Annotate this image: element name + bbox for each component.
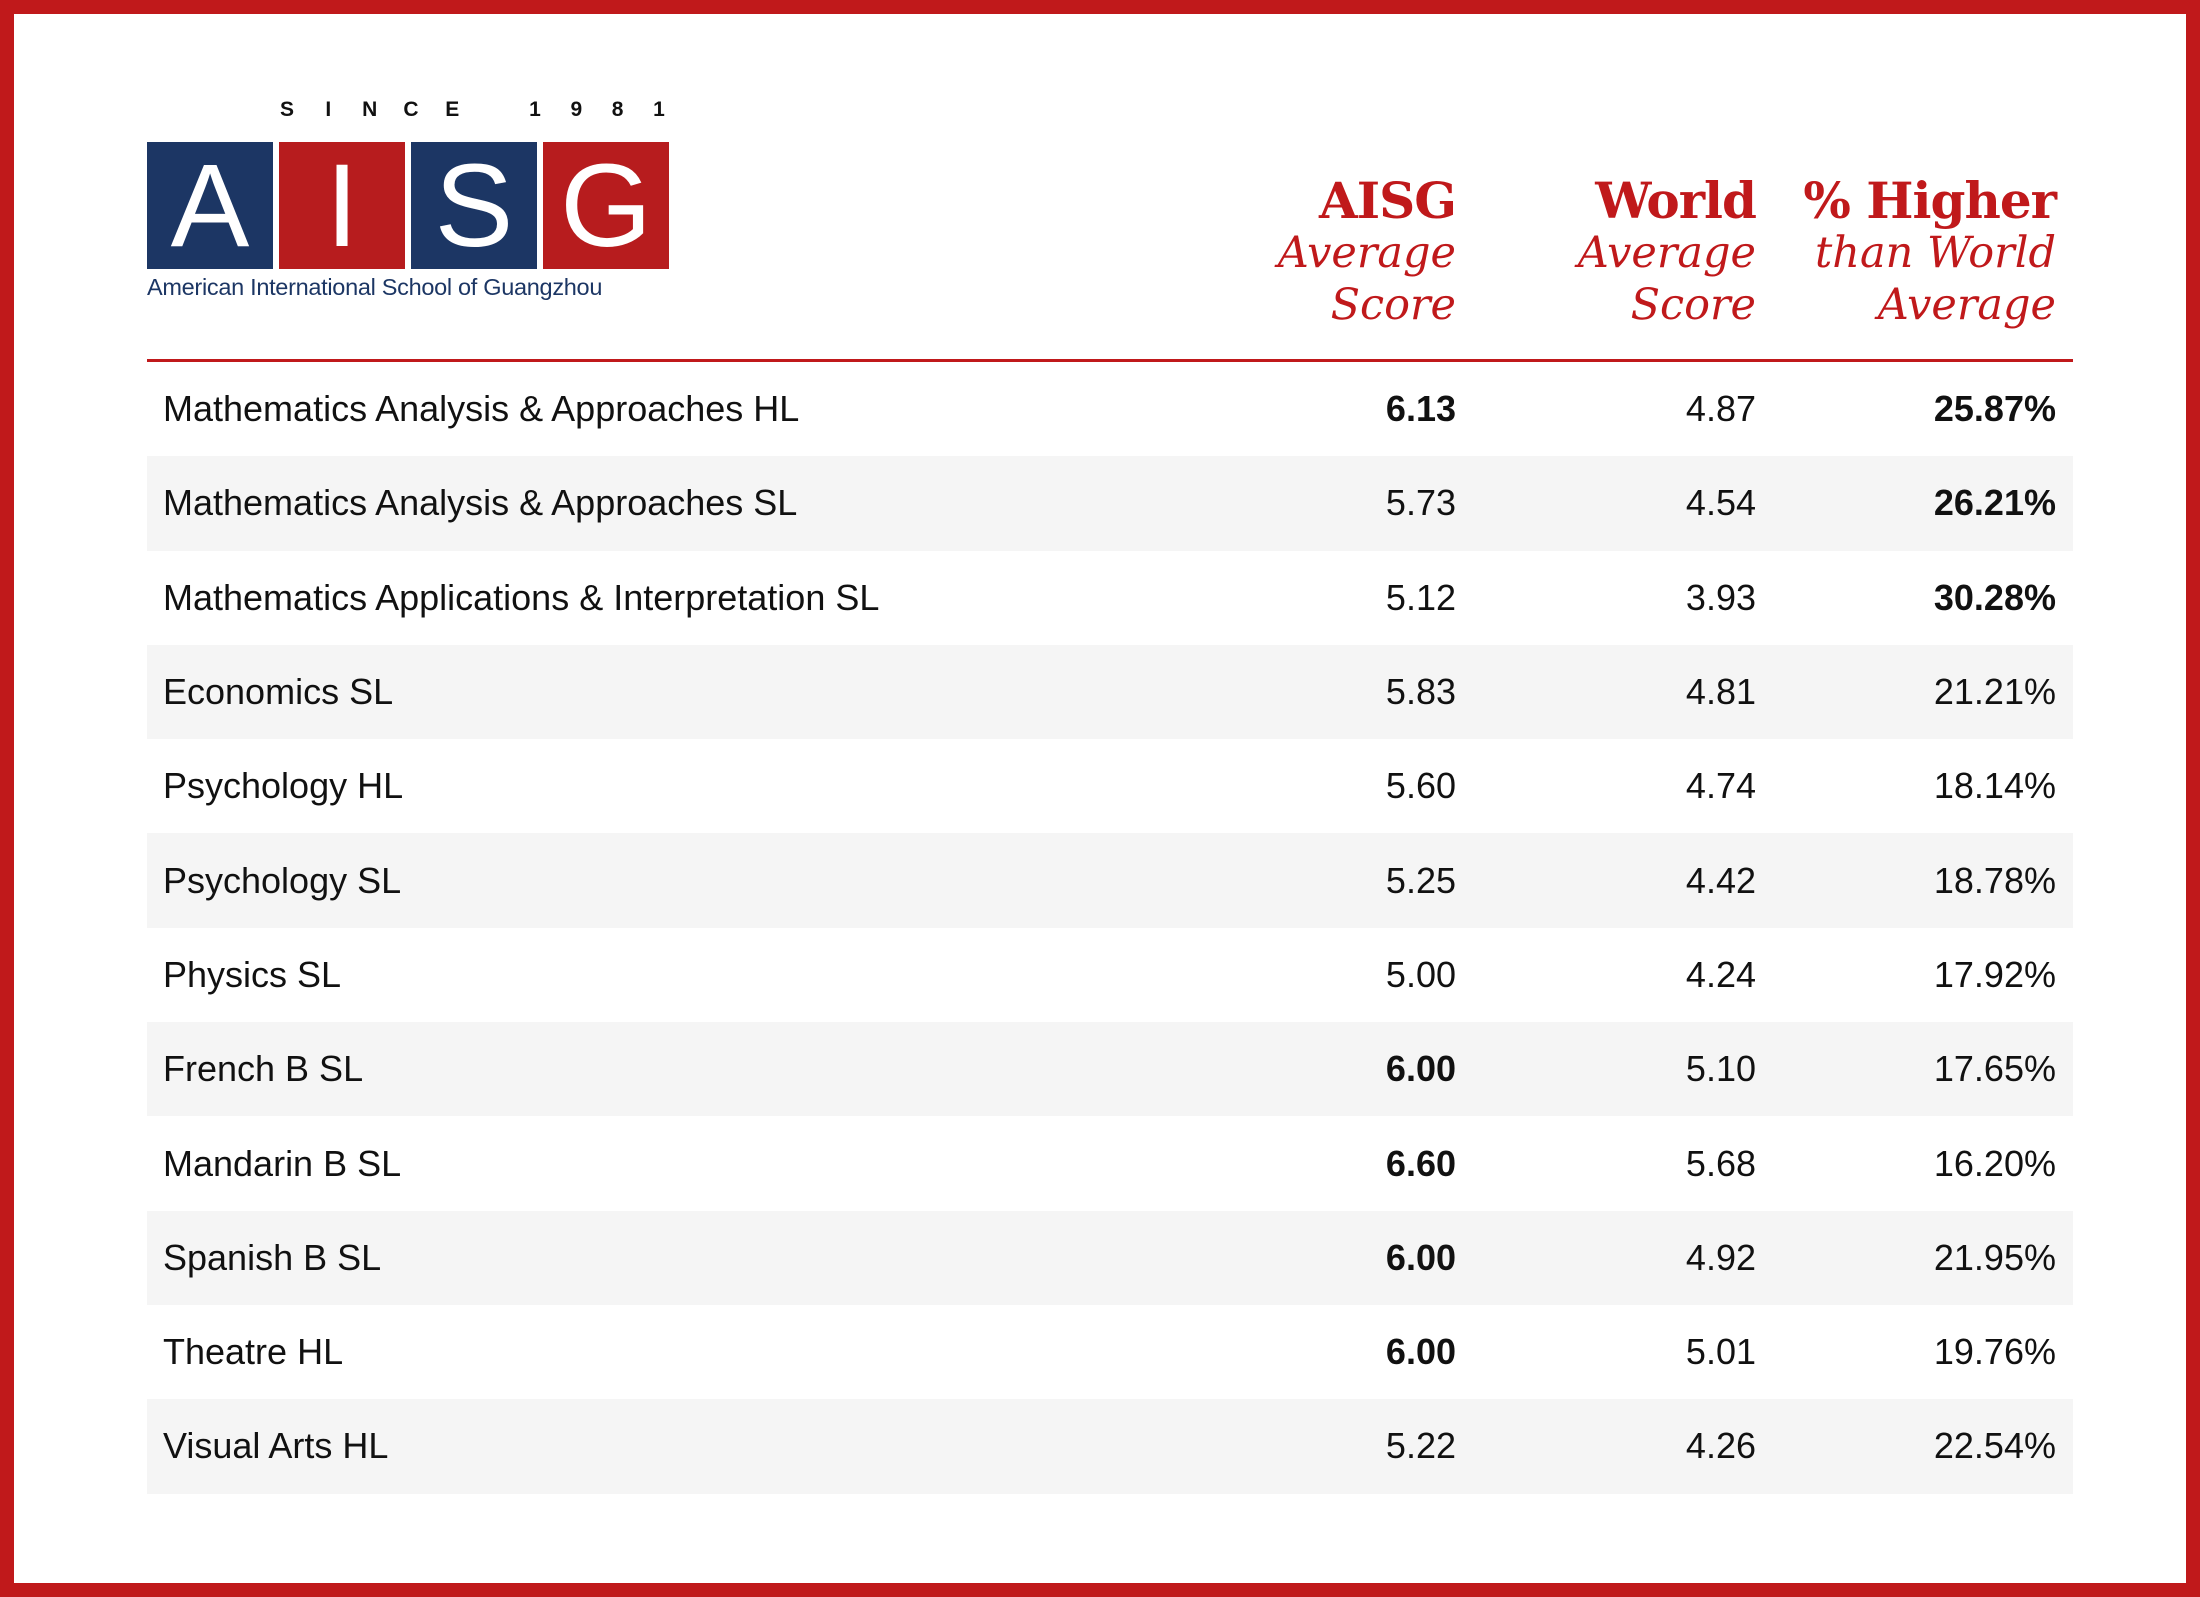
logo-tile-g: G	[543, 142, 669, 269]
percent-higher: 21.95%	[1933, 1236, 2056, 1278]
subject-name: Mandarin B SL	[163, 1142, 402, 1184]
aisg-average-score: 5.12	[1385, 576, 1456, 618]
aisg-average-score: 5.60	[1385, 765, 1456, 807]
subject-name: Mathematics Applications & Interpretatio…	[163, 576, 880, 618]
subject-name: Mathematics Analysis & Approaches SL	[163, 482, 798, 524]
table-row: Psychology SL 5.25 4.42 18.78%	[147, 833, 2073, 928]
table-row: Physics SL 5.00 4.24 17.92%	[147, 928, 2073, 1022]
aisg-average-score: 5.25	[1385, 859, 1456, 901]
percent-higher: 17.92%	[1933, 953, 2056, 995]
world-average-score: 4.26	[1685, 1425, 1756, 1467]
world-average-score: 4.24	[1685, 953, 1756, 995]
table-row: Mathematics Analysis & Approaches SL 5.73…	[147, 456, 2073, 551]
table-row: Visual Arts HL 5.22 4.26 22.54%	[147, 1399, 2073, 1494]
aisg-average-score: 6.13	[1385, 388, 1456, 430]
percent-higher: 30.28%	[1933, 576, 2056, 618]
world-average-score: 4.81	[1685, 671, 1756, 713]
world-average-score: 4.54	[1685, 482, 1756, 524]
aisg-average-score: 5.83	[1385, 671, 1456, 713]
world-average-score: 4.87	[1685, 388, 1756, 430]
subject-name: Visual Arts HL	[163, 1425, 389, 1467]
table-row: Economics SL 5.83 4.81 21.21%	[147, 644, 2073, 740]
header-aisg-sub2: Score	[1330, 279, 1456, 330]
percent-higher: 17.65%	[1933, 1048, 2056, 1090]
header-divider	[147, 359, 2073, 362]
header-world-average-score: World Average Score	[1476, 171, 1757, 331]
world-average-score: 5.01	[1685, 1331, 1756, 1373]
world-average-score: 4.42	[1685, 859, 1756, 901]
percent-higher: 18.78%	[1933, 859, 2056, 901]
percent-higher: 16.20%	[1933, 1142, 2056, 1184]
aisg-average-score: 6.00	[1385, 1331, 1456, 1373]
logo-caption: American International School of Guangzh…	[147, 274, 603, 300]
header-world-sub1: Average	[1577, 228, 1756, 278]
aisg-logo: S I N C E 1 9 8 1 A I S G American Inter…	[147, 98, 669, 308]
header-aisg-average-score: AISG Average Score	[1176, 171, 1457, 331]
percent-higher: 22.54%	[1933, 1425, 2056, 1467]
percent-higher: 26.21%	[1933, 482, 2056, 524]
world-average-score: 4.74	[1685, 765, 1756, 807]
subject-name: Psychology HL	[163, 765, 404, 807]
logo-since-1981: S I N C E 1 9 8 1	[279, 98, 665, 121]
subject-name: French B SL	[163, 1048, 364, 1090]
aisg-average-score: 6.00	[1385, 1048, 1456, 1090]
table-row: French B SL 6.00 5.10 17.65%	[147, 1022, 2073, 1117]
aisg-average-score: 5.00	[1385, 953, 1456, 995]
percent-higher: 18.14%	[1933, 765, 2056, 807]
percent-higher: 21.21%	[1933, 671, 2056, 713]
aisg-average-score: 5.22	[1385, 1425, 1456, 1467]
logo-letter-tiles: A I S G	[147, 142, 669, 269]
subject-name: Psychology SL	[163, 859, 402, 901]
table-row: Mandarin B SL 6.60 5.68 16.20%	[147, 1116, 2073, 1210]
scores-table: Mathematics Analysis & Approaches HL 6.13…	[147, 362, 2073, 1494]
percent-higher: 19.76%	[1933, 1331, 2056, 1373]
world-average-score: 3.93	[1685, 576, 1756, 618]
header-higher-sub2: Average	[1877, 279, 2056, 330]
table-row: Psychology HL 5.60 4.74 18.14%	[147, 739, 2073, 833]
aisg-average-score: 6.00	[1385, 1236, 1456, 1278]
table-row: Spanish B SL 6.00 4.92 21.95%	[147, 1210, 2073, 1305]
header-world-sub2: Score	[1630, 279, 1756, 330]
aisg-average-score: 5.73	[1385, 482, 1456, 524]
logo-tile-i: I	[279, 142, 405, 269]
logo-tile-a: A	[147, 142, 273, 269]
header-percent-higher: % Higher than World Average	[1776, 171, 2057, 331]
subject-name: Economics SL	[163, 671, 394, 713]
percent-higher: 25.87%	[1933, 388, 2056, 430]
subject-name: Physics SL	[163, 953, 342, 995]
header-higher-main: % Higher	[1803, 171, 2057, 230]
table-row: Theatre HL 6.00 5.01 19.76%	[147, 1305, 2073, 1399]
table-row: Mathematics Applications & Interpretatio…	[147, 551, 2073, 645]
table-row: Mathematics Analysis & Approaches HL 6.13…	[147, 362, 2073, 456]
subject-name: Theatre HL	[163, 1331, 344, 1373]
subject-name: Spanish B SL	[163, 1236, 382, 1278]
world-average-score: 5.68	[1685, 1142, 1756, 1184]
aisg-average-score: 6.60	[1385, 1142, 1456, 1184]
header-higher-sub1: than World	[1815, 228, 2056, 278]
header-aisg-main: AISG	[1319, 171, 1457, 230]
header-aisg-sub1: Average	[1277, 228, 1456, 278]
subject-name: Mathematics Analysis & Approaches HL	[163, 388, 800, 430]
world-average-score: 4.92	[1685, 1236, 1756, 1278]
header-world-main: World	[1595, 171, 1757, 230]
world-average-score: 5.10	[1685, 1048, 1756, 1090]
logo-tile-s: S	[411, 142, 537, 269]
